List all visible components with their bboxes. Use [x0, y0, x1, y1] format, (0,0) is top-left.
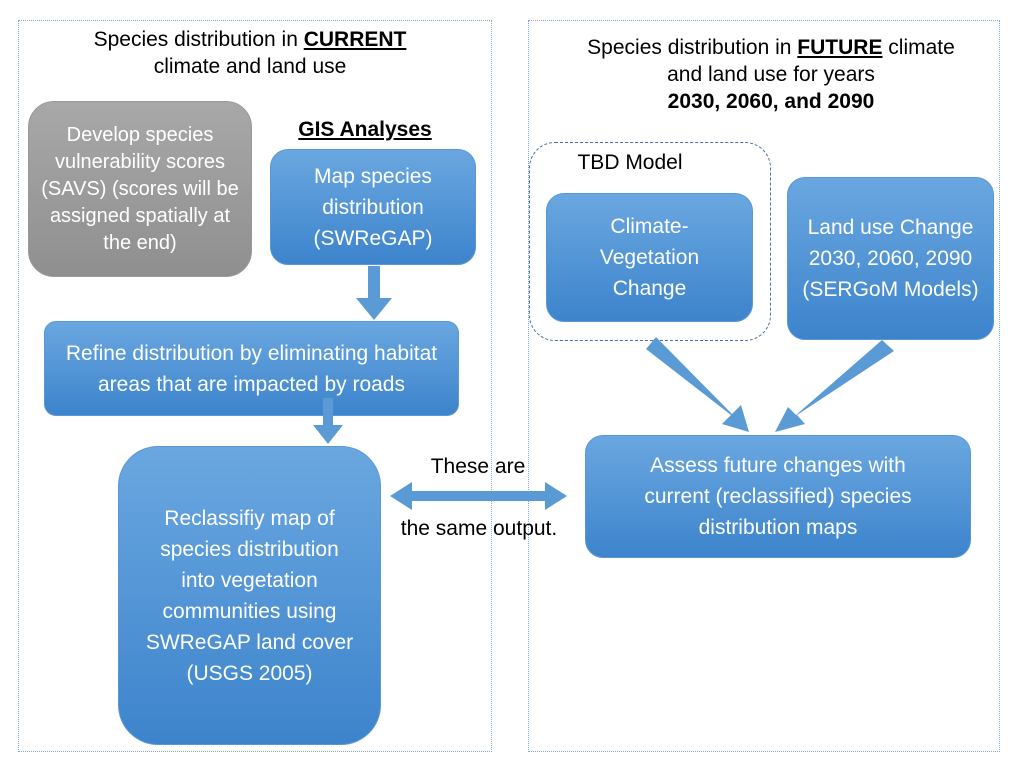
future-title-suffix: climate	[882, 36, 955, 59]
same-output-text-top: These are	[430, 455, 526, 478]
future-panel	[528, 20, 1000, 752]
current-title-prefix: Species distribution in	[93, 28, 304, 51]
current-panel	[18, 20, 492, 752]
current-panel-title: Species distribution in CURRENT climate …	[40, 26, 460, 80]
current-title-emphasis: CURRENT	[303, 28, 407, 51]
arrow-climate-to-assess	[646, 337, 749, 432]
arrow-refine-to-reclassify	[313, 398, 343, 444]
land-use-change-box: Land use Change 2030, 2060, 2090 (SERGoM…	[787, 177, 994, 340]
future-panel-title: Species distribution in FUTURE climate a…	[548, 34, 994, 115]
refine-distribution-box: Refine distribution by eliminating habit…	[44, 321, 459, 416]
arrow-map-to-refine	[356, 266, 392, 320]
savs-box: Develop species vulnerability scores (SA…	[28, 101, 252, 277]
double-arrow-same-output	[390, 482, 567, 510]
map-species-distribution-box: Map species distribution (SWReGAP)	[270, 149, 476, 265]
arrow-landuse-to-assess	[775, 340, 894, 432]
current-title-suffix: climate and land use	[153, 55, 347, 78]
tbd-model-group	[529, 142, 771, 341]
gis-analyses-label: GIS Analyses	[298, 118, 432, 141]
future-title-emphasis: FUTURE	[797, 36, 883, 59]
future-title-years: 2030, 2060, and 2090	[667, 90, 875, 113]
future-title-line2: and land use for years	[667, 63, 875, 86]
same-output-text-bottom: the same output.	[400, 517, 558, 540]
reclassify-map-box: Reclassifiy map of species distribution …	[118, 446, 381, 745]
future-title-prefix: Species distribution in	[587, 36, 798, 59]
assess-future-changes-box: Assess future changes with current (recl…	[585, 435, 971, 558]
tbd-model-label: TBD Model	[577, 151, 683, 174]
climate-vegetation-box: Climate-Vegetation Change	[546, 193, 753, 322]
